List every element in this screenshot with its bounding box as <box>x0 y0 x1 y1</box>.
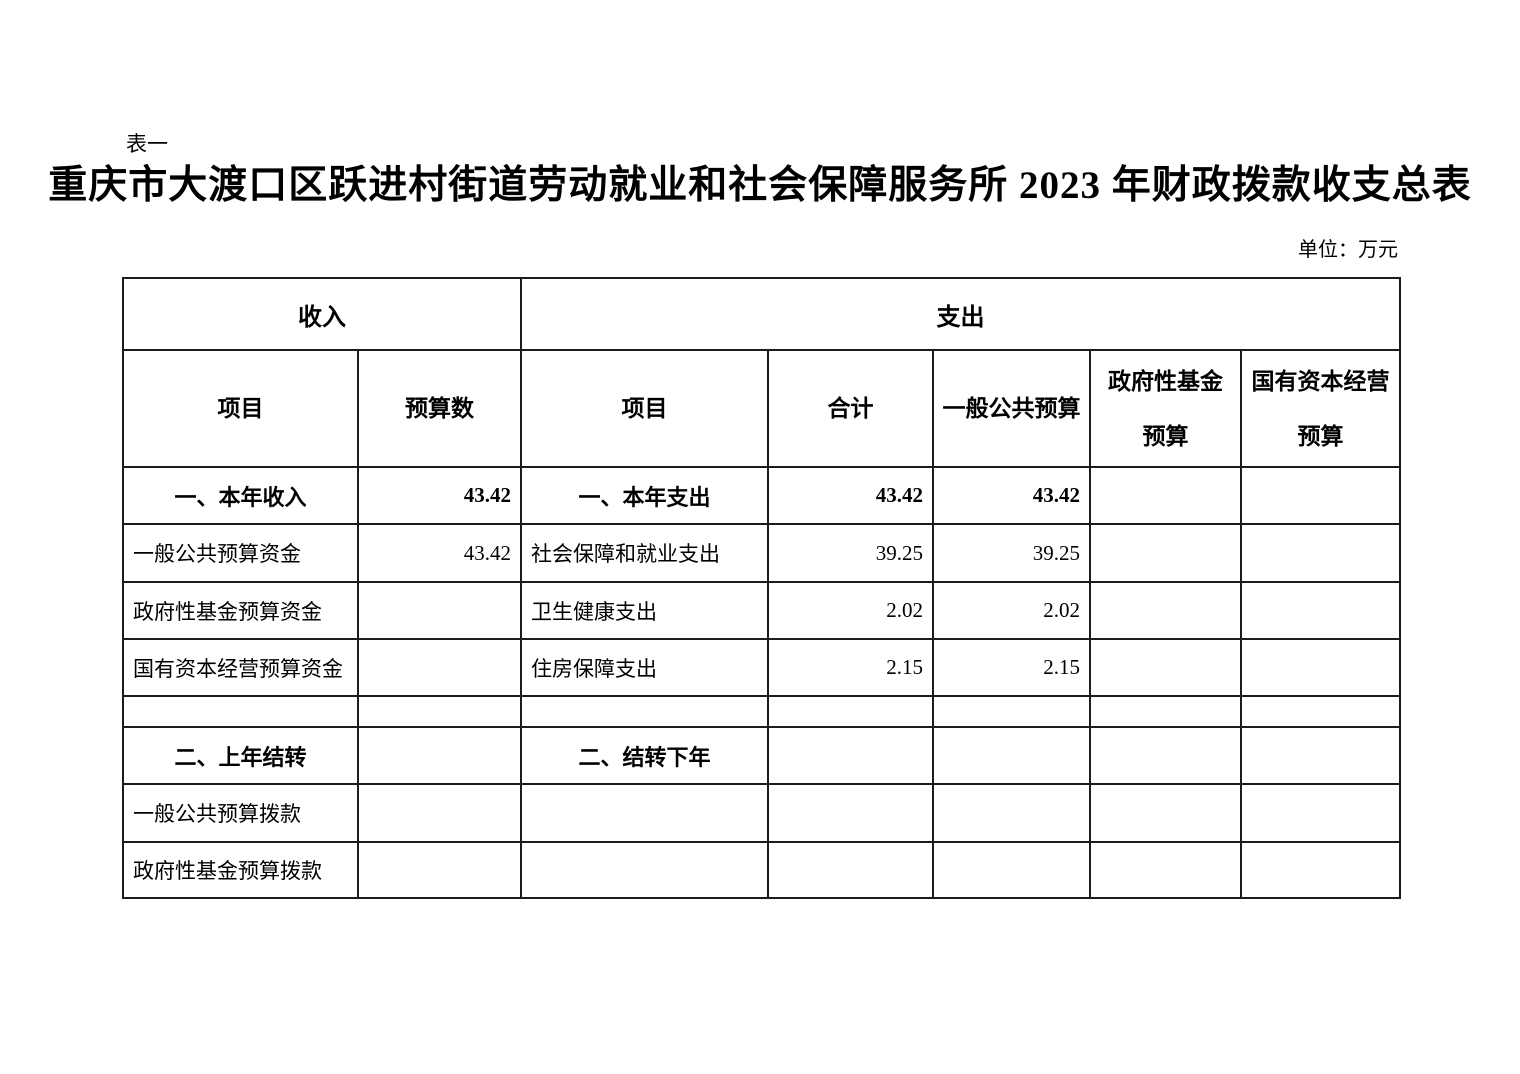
spacer-row <box>122 695 1401 728</box>
expenditure-item-cell: 一、本年支出 <box>520 466 769 525</box>
general-public-budget-cell: 2.02 <box>932 581 1091 640</box>
expenditure-total-cell <box>767 726 934 785</box>
income-group-header: 收入 <box>122 277 522 351</box>
income-item-cell: 一般公共预算拨款 <box>122 783 359 843</box>
state-capital-budget-cell <box>1240 783 1401 843</box>
state-capital-budget-cell <box>1240 841 1401 899</box>
expenditure-total-cell: 2.15 <box>767 638 934 697</box>
gov-fund-budget-cell <box>1089 638 1242 697</box>
income-amount-cell <box>357 783 522 843</box>
general-public-budget-cell: 39.25 <box>932 523 1091 583</box>
income-item-cell: 一般公共预算资金 <box>122 523 359 583</box>
gov-fund-budget-cell <box>1089 726 1242 785</box>
table-row: 一般公共预算拨款 <box>122 783 1401 843</box>
expenditure-item-cell: 住房保障支出 <box>520 638 769 697</box>
expenditure-item-header: 项目 <box>520 349 769 468</box>
expenditure-item-cell <box>520 695 769 728</box>
expenditure-item-cell: 二、结转下年 <box>520 726 769 785</box>
expenditure-total-cell <box>767 695 934 728</box>
expenditure-total-cell <box>767 783 934 843</box>
table-row: 二、上年结转 二、结转下年 <box>122 726 1401 785</box>
table-row: 政府性基金预算资金 卫生健康支出 2.02 2.02 <box>122 581 1401 640</box>
income-amount-cell <box>357 638 522 697</box>
income-item-cell: 一、本年收入 <box>122 466 359 525</box>
expenditure-total-cell: 39.25 <box>767 523 934 583</box>
state-capital-budget-cell <box>1240 581 1401 640</box>
table-row: 国有资本经营预算资金 住房保障支出 2.15 2.15 <box>122 638 1401 697</box>
gov-fund-budget-cell <box>1089 783 1242 843</box>
income-item-cell <box>122 695 359 728</box>
income-item-cell: 二、上年结转 <box>122 726 359 785</box>
table-number-label: 表一 <box>126 132 168 156</box>
income-amount-cell <box>357 581 522 640</box>
expenditure-item-cell: 卫生健康支出 <box>520 581 769 640</box>
general-public-budget-cell <box>932 695 1091 728</box>
income-item-cell: 政府性基金预算资金 <box>122 581 359 640</box>
document-title: 重庆市大渡口区跃进村街道劳动就业和社会保障服务所 2023 年财政拨款收支总表 <box>48 164 1472 207</box>
unit-note: 单位：万元 <box>1298 239 1398 261</box>
general-public-budget-cell <box>932 783 1091 843</box>
state-capital-budget-cell <box>1240 695 1401 728</box>
general-public-budget-cell <box>932 726 1091 785</box>
gov-fund-budget-cell <box>1089 695 1242 728</box>
income-amount-cell <box>357 726 522 785</box>
income-amount-cell <box>357 841 522 899</box>
income-amount-cell: 43.42 <box>357 523 522 583</box>
income-item-cell: 国有资本经营预算资金 <box>122 638 359 697</box>
expenditure-item-cell <box>520 841 769 899</box>
income-budget-header: 预算数 <box>357 349 522 468</box>
income-amount-cell: 43.42 <box>357 466 522 525</box>
column-header-row: 项目 预算数 项目 合计 一般公共预算 政府性基金预算 国有资本经营预算 <box>122 349 1401 468</box>
state-capital-budget-cell <box>1240 466 1401 525</box>
state-capital-budget-cell <box>1240 638 1401 697</box>
expenditure-item-cell <box>520 783 769 843</box>
expenditure-total-cell <box>767 841 934 899</box>
gov-fund-budget-header: 政府性基金预算 <box>1089 349 1242 468</box>
state-capital-budget-cell <box>1240 523 1401 583</box>
general-public-budget-cell: 2.15 <box>932 638 1091 697</box>
expenditure-total-cell: 2.02 <box>767 581 934 640</box>
state-capital-budget-cell <box>1240 726 1401 785</box>
income-amount-cell <box>357 695 522 728</box>
table-row: 一般公共预算资金 43.42 社会保障和就业支出 39.25 39.25 <box>122 523 1401 583</box>
gov-fund-budget-cell <box>1089 466 1242 525</box>
income-item-header: 项目 <box>122 349 359 468</box>
general-public-budget-header: 一般公共预算 <box>932 349 1091 468</box>
table-row: 一、本年收入 43.42 一、本年支出 43.42 43.42 <box>122 466 1401 525</box>
expenditure-item-cell: 社会保障和就业支出 <box>520 523 769 583</box>
state-capital-budget-header: 国有资本经营预算 <box>1240 349 1401 468</box>
general-public-budget-cell <box>932 841 1091 899</box>
expenditure-group-header: 支出 <box>520 277 1401 351</box>
group-header-row: 收入 支出 <box>122 277 1401 351</box>
expenditure-total-header: 合计 <box>767 349 934 468</box>
expenditure-total-cell: 43.42 <box>767 466 934 525</box>
gov-fund-budget-cell <box>1089 841 1242 899</box>
gov-fund-budget-cell <box>1089 523 1242 583</box>
income-item-cell: 政府性基金预算拨款 <box>122 841 359 899</box>
gov-fund-budget-cell <box>1089 581 1242 640</box>
budget-summary-table: 收入 支出 项目 预算数 项目 合计 一般公共预算 政府性基金预算 国有资本经营… <box>122 277 1401 899</box>
table-row: 政府性基金预算拨款 <box>122 841 1401 899</box>
general-public-budget-cell: 43.42 <box>932 466 1091 525</box>
